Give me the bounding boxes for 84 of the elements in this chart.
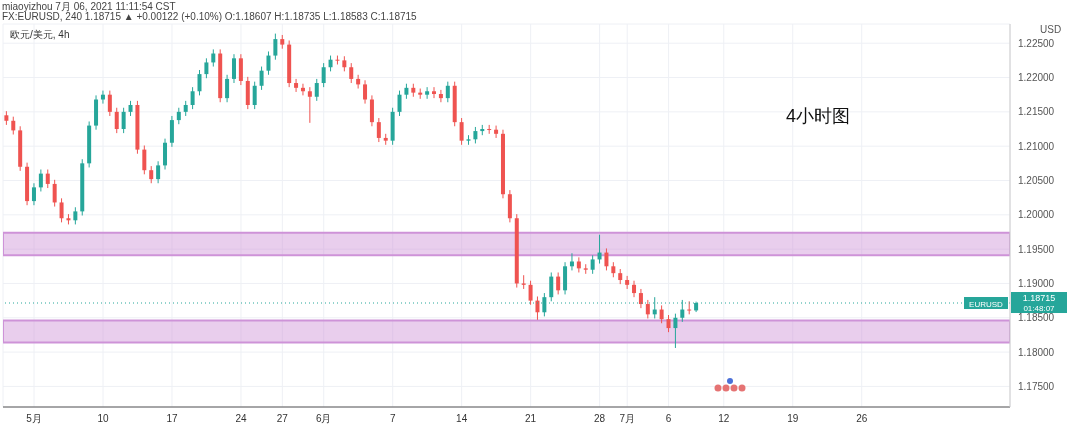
- candlestick: [625, 275, 630, 290]
- candlestick: [632, 280, 637, 298]
- x-tick-label: 6: [665, 413, 672, 425]
- text: FX:EURUSD, 240 1.18715 ▲ +0.00122 (+0.10%) O:1.18607 H:1.18735 L:1.18583 C:1.18715: [2, 11, 417, 22]
- candlestick: [107, 90, 112, 117]
- x-tick-label: 27: [276, 413, 289, 425]
- candlestick: [494, 125, 499, 139]
- x-tick-label: 28: [594, 413, 606, 425]
- candlestick: [604, 247, 609, 271]
- y-tick-label: 1.21000: [1018, 140, 1055, 152]
- y-tick-label: 1.19000: [1018, 278, 1055, 289]
- candlestick: [645, 299, 650, 319]
- candlestick: [266, 50, 271, 76]
- candlestick: [231, 53, 236, 84]
- candlestick: [321, 62, 326, 88]
- y-tick-label: 1.22500: [1018, 37, 1055, 49]
- candlestick: [363, 79, 368, 105]
- candlestick: [100, 90, 105, 105]
- x-tick-label: 17: [166, 413, 178, 425]
- x-tick-label: 12: [718, 413, 730, 425]
- y-tick-label: 1.20000: [1018, 209, 1055, 221]
- candlestick: [445, 81, 450, 103]
- candlestick: [569, 252, 574, 271]
- candlestick: [238, 53, 243, 86]
- candlestick: [425, 86, 430, 100]
- x-tick-label: 7: [389, 413, 396, 425]
- x-tick-label: 14: [456, 413, 468, 425]
- candlestick: [259, 66, 264, 91]
- ref-line-label: 1.18715: [1022, 293, 1056, 304]
- candlestick: [225, 74, 230, 103]
- candlestick: [190, 86, 195, 110]
- candlestick: [59, 197, 64, 223]
- candlestick: [307, 86, 312, 124]
- y-axis-title: USD: [1040, 24, 1062, 35]
- y-tick-label: 1.18500: [1018, 312, 1055, 324]
- candlestick: [397, 90, 402, 117]
- candlestick: [438, 89, 443, 103]
- candlestick: [349, 62, 354, 84]
- candlestick: [121, 107, 126, 134]
- x-tick-label: 6月: [315, 413, 332, 425]
- x-tick-label: 5月: [26, 413, 42, 425]
- candlestick: [314, 78, 319, 102]
- x-tick-label: 24: [235, 413, 247, 425]
- candlestick: [45, 169, 50, 189]
- candlestick: [432, 86, 437, 99]
- candlestick: [528, 280, 533, 306]
- x-tick-label: 7月: [619, 413, 635, 425]
- candlestick: [638, 288, 643, 309]
- candlestick: [156, 160, 161, 184]
- candlestick: [549, 271, 554, 302]
- candlestick: [31, 182, 36, 206]
- candlestick: [114, 107, 119, 134]
- candlestick: [576, 256, 581, 273]
- x-tick-label: 21: [525, 413, 537, 425]
- candlestick: [556, 271, 561, 295]
- y-tick-label: 1.21500: [1018, 106, 1055, 118]
- y-tick-label: 1.18000: [1018, 346, 1055, 358]
- candlestick: [590, 254, 595, 275]
- text: 01:48:07: [1023, 303, 1056, 313]
- x-tick-label: 10: [97, 413, 110, 425]
- candlestick: [163, 138, 168, 171]
- candlestick: [369, 94, 374, 127]
- y-tick-label: 1.19500: [1018, 243, 1055, 255]
- y-tick-label: 1.17500: [1018, 380, 1055, 392]
- text: 4小时图: [786, 105, 851, 128]
- annotation: EURUSD: [969, 299, 1004, 309]
- y-tick-label: 1.20500: [1018, 175, 1055, 187]
- candlestick: [52, 179, 57, 208]
- candlestick: [252, 81, 257, 110]
- candlestick: [38, 169, 43, 192]
- candlestick: [142, 144, 147, 175]
- candlestick: [356, 74, 361, 90]
- x-tick-label: 26: [856, 413, 868, 425]
- candlestick: [197, 69, 202, 96]
- x-tick-label: 19: [787, 413, 799, 425]
- candlestick: [294, 78, 299, 93]
- candlestick: [273, 33, 278, 61]
- candlestick: [376, 117, 381, 143]
- candlestick: [459, 117, 464, 146]
- candlestick: [204, 57, 209, 79]
- y-tick-label: 1.22000: [1018, 72, 1055, 84]
- annotation: 欧元/美元, 4h: [10, 28, 70, 42]
- candlestick: [673, 313, 678, 349]
- candlestick: [169, 115, 174, 148]
